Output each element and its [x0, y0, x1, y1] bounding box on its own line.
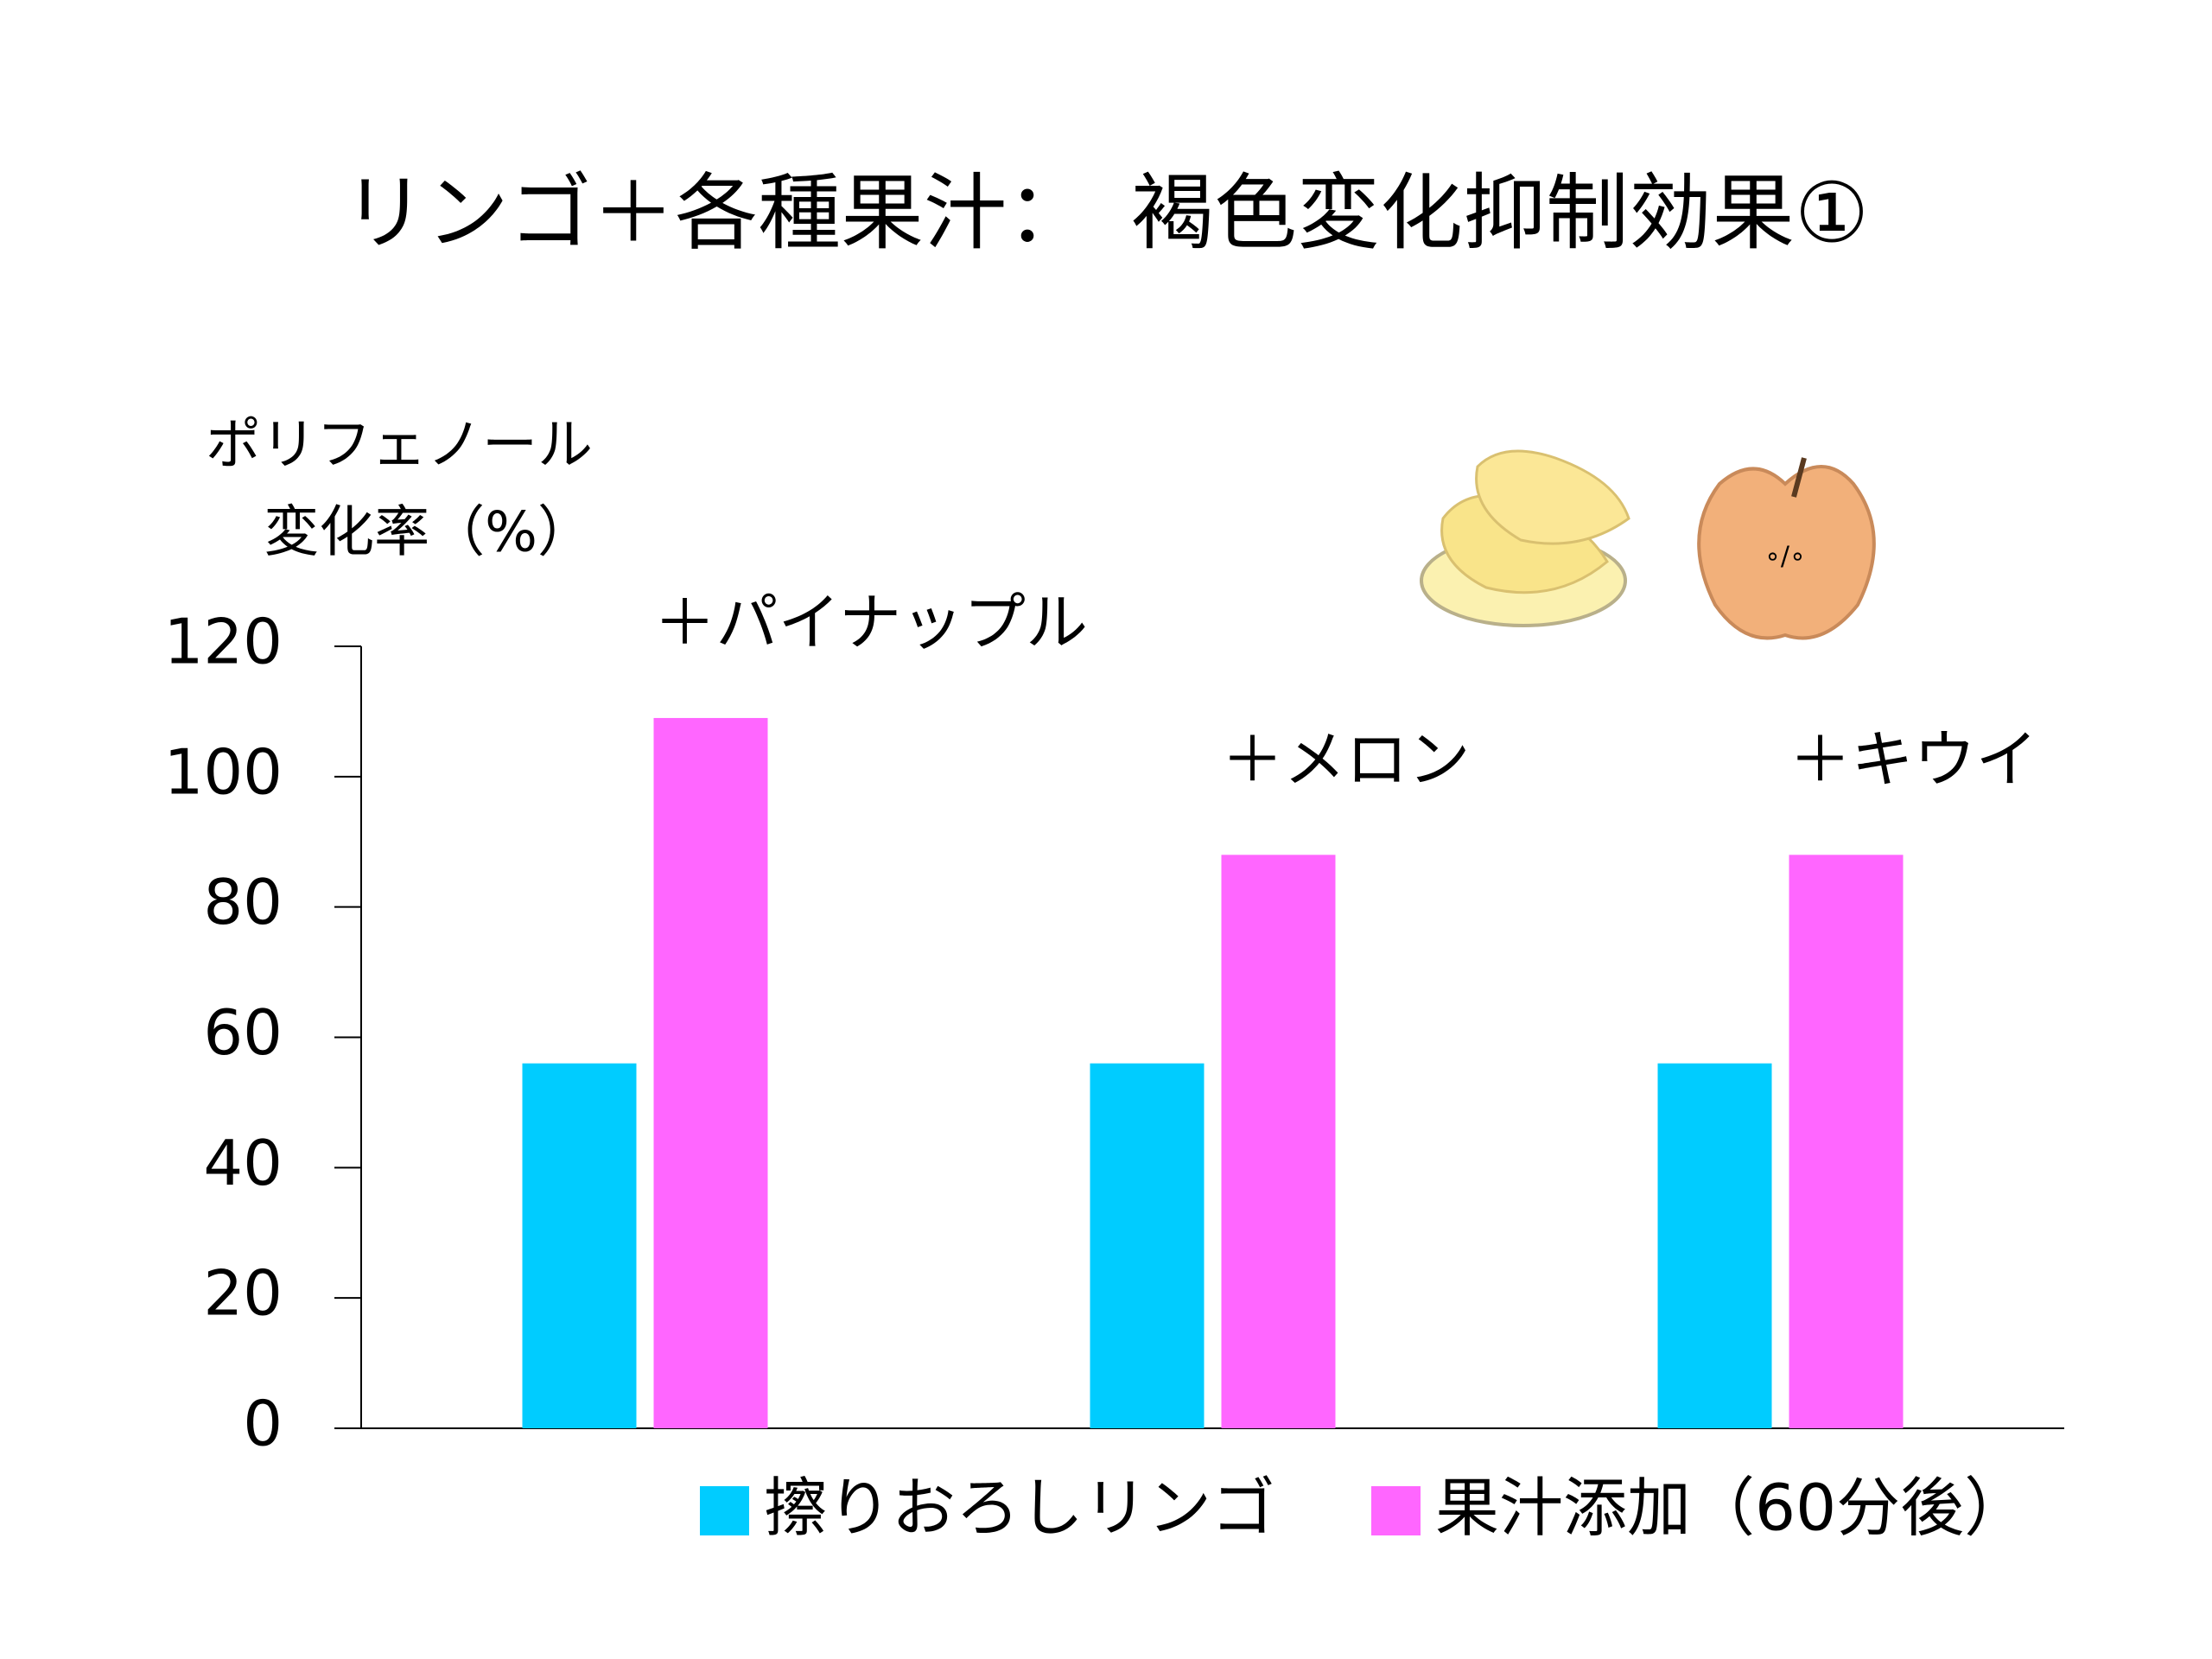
y-axis-label: 変化率（%） [264, 501, 593, 565]
y-tick-label: 20 [203, 1257, 283, 1330]
bar [1090, 1063, 1205, 1428]
legend-label: 擦りおろしリンゴ [764, 1471, 1275, 1546]
apple-illustration: ∘/∘ [1697, 457, 1876, 640]
y-tick-label: 60 [203, 996, 283, 1069]
y-tick-label: 0 [243, 1388, 283, 1460]
y-tick-label: 100 [164, 735, 283, 808]
category-label: ＋キウイ [1789, 723, 2038, 796]
legend-label: 果汁添加（60分後） [1435, 1471, 2028, 1546]
bar [522, 1063, 637, 1428]
bar [1789, 855, 1904, 1428]
bar [1657, 1063, 1772, 1428]
y-tick-label: 80 [203, 866, 283, 938]
legend-swatch [1371, 1486, 1421, 1535]
y-axis-label: ポリフェノール [206, 414, 593, 478]
category-label: ＋パイナップル [654, 586, 1089, 658]
chart-title: リンゴ＋各種果汁： 褐色変化抑制効果① [343, 164, 1869, 261]
y-tick-label: 120 [164, 606, 283, 678]
bar [653, 717, 768, 1428]
category-label: ＋メロン [1222, 723, 1471, 796]
legend-swatch [700, 1486, 749, 1535]
apple-seeds: ∘/∘ [1764, 542, 1806, 572]
y-tick-label: 40 [203, 1127, 283, 1199]
plate-illustration [1420, 449, 1630, 627]
bar [1221, 855, 1336, 1428]
